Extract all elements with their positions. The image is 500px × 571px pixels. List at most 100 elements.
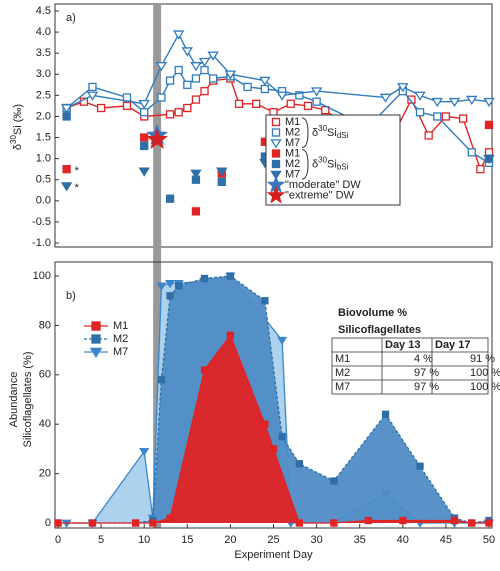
marker: [261, 297, 269, 305]
legend-bracket: [301, 149, 309, 180]
series-line: [66, 77, 490, 171]
y-axis-label: Abundance: [8, 372, 20, 428]
marker: [183, 80, 192, 89]
legend-marker: [89, 347, 103, 359]
legend-box: [265, 114, 401, 206]
y-tick-label: -0.5: [32, 216, 51, 228]
series-area: [58, 335, 489, 523]
y-tick-label: 3.5: [36, 47, 51, 59]
legend-label: M2: [113, 333, 128, 345]
marker: [140, 133, 149, 142]
table-cell: 97 %: [414, 381, 439, 393]
marker: [200, 366, 209, 374]
marker: [138, 167, 150, 177]
table-cell: M2: [335, 367, 350, 379]
marker: [157, 376, 166, 384]
marker: [54, 519, 62, 527]
marker: [88, 82, 97, 92]
x-tick-label: 20: [224, 534, 236, 546]
marker: [415, 108, 425, 117]
marker: [183, 103, 192, 113]
marker: [260, 84, 270, 94]
legend-bracket: [301, 117, 309, 148]
label-part: δ: [312, 127, 318, 139]
marker: [122, 101, 132, 111]
marker: [139, 448, 150, 457]
legend-marker: [271, 117, 281, 127]
x-tick-label: 50: [483, 534, 495, 546]
marker: [379, 93, 392, 103]
label-part: δ: [312, 158, 318, 170]
panel-label: b): [66, 290, 76, 302]
marker: [312, 97, 321, 106]
marker: [62, 112, 71, 121]
marker: [60, 104, 73, 114]
marker: [234, 99, 244, 108]
label-sup: 30: [9, 135, 18, 144]
marker: [165, 194, 175, 203]
marker: [467, 148, 476, 157]
legend-marker: [270, 139, 282, 149]
marker: [276, 91, 288, 101]
table-title: Silicoflagellates: [338, 324, 421, 336]
y-tick-label: 60: [39, 369, 51, 381]
marker: [156, 282, 167, 291]
marker: [175, 282, 183, 290]
marker: [149, 519, 157, 527]
marker: [166, 292, 174, 300]
y-axis-label: Silicoflagellates (%): [22, 352, 34, 448]
y-tick-label: 0: [45, 517, 51, 529]
marker: [295, 460, 304, 468]
marker: [181, 47, 194, 57]
x-tick-label: 25: [267, 534, 279, 546]
marker: [217, 177, 226, 186]
marker: [224, 70, 237, 80]
marker: [261, 420, 269, 428]
legend-marker: [270, 170, 282, 180]
table-cell: 4 %: [414, 353, 433, 365]
label-part: δ: [12, 144, 24, 150]
legend-label: M1: [113, 320, 128, 332]
x-tick-label: 40: [397, 534, 409, 546]
marker: [174, 108, 183, 117]
legend-label: M2: [285, 126, 300, 138]
legend-label: M2: [285, 158, 300, 170]
marker: [166, 514, 174, 522]
marker: [190, 62, 202, 72]
marker: [243, 82, 252, 92]
y-tick-label: 40: [39, 418, 51, 430]
marker: [433, 112, 442, 121]
marker: [303, 101, 313, 111]
y-tick-label: 0.0: [36, 195, 51, 207]
marker: [200, 86, 209, 96]
marker: [381, 410, 390, 418]
series-line: [58, 333, 489, 524]
marker: [397, 83, 409, 93]
table-cell: M7: [335, 381, 350, 393]
legend-marker: [271, 128, 281, 137]
label-part: Si (‰): [12, 104, 24, 135]
marker: [286, 99, 295, 108]
y-tick-label: 20: [39, 468, 51, 480]
highlight-band: [153, 4, 162, 528]
marker: [155, 62, 168, 72]
table-cell: 97 %: [414, 367, 439, 379]
marker: [399, 516, 407, 525]
marker: [207, 51, 219, 61]
annotation: *: [75, 182, 80, 194]
label-sup: 30: [318, 155, 327, 164]
marker: [259, 76, 271, 87]
x-tick-label: 10: [138, 534, 150, 546]
marker: [190, 169, 202, 179]
marker: [450, 516, 459, 525]
legend-label: M7: [285, 168, 300, 180]
marker: [252, 99, 261, 108]
panel-label: a): [66, 12, 76, 24]
legend-label: M1: [285, 147, 300, 159]
marker: [60, 182, 73, 192]
marker: [165, 76, 175, 85]
table-cell: 100 %: [470, 367, 500, 379]
marker: [269, 445, 278, 453]
marker: [140, 141, 149, 151]
x-tick-label: 5: [98, 534, 104, 546]
